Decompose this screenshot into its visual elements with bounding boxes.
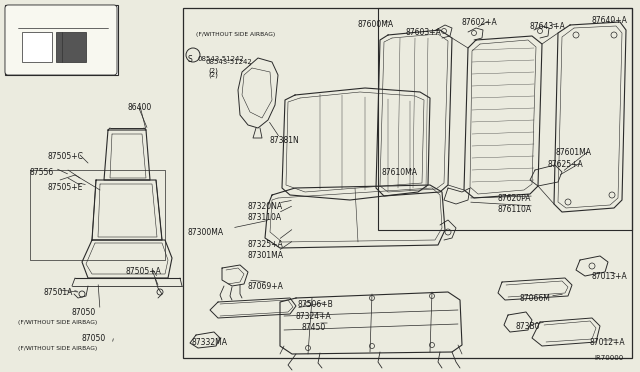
Bar: [183, 8, 632, 358]
Text: 87643+A: 87643+A: [530, 22, 566, 31]
Text: (F/WITHOUT SIDE AIRBAG): (F/WITHOUT SIDE AIRBAG): [196, 32, 275, 37]
Bar: [56, 32, 86, 62]
Text: 87320NA: 87320NA: [248, 202, 283, 211]
Text: IR70000: IR70000: [594, 355, 623, 361]
Text: 87505+A: 87505+A: [126, 267, 162, 276]
Text: 86400: 86400: [128, 103, 152, 112]
Text: 87640+A: 87640+A: [591, 16, 627, 25]
Bar: [22, 32, 52, 62]
Text: 87625+A: 87625+A: [548, 160, 584, 169]
Text: 873110A: 873110A: [248, 213, 282, 222]
Text: 87066M: 87066M: [520, 294, 551, 303]
Text: (2): (2): [208, 72, 218, 78]
Text: 87601MA: 87601MA: [556, 148, 592, 157]
Text: 87332MA: 87332MA: [192, 338, 228, 347]
Text: 87300MA: 87300MA: [188, 228, 224, 237]
FancyBboxPatch shape: [5, 5, 117, 75]
Text: 876110A: 876110A: [498, 205, 532, 214]
Bar: [5, 5, 118, 75]
Text: 87325+A: 87325+A: [248, 240, 284, 249]
Text: 08543-51242: 08543-51242: [198, 56, 244, 62]
Text: 87012+A: 87012+A: [590, 338, 626, 347]
Text: 87050: 87050: [81, 334, 105, 343]
Text: 87069+A: 87069+A: [248, 282, 284, 291]
Text: 87450: 87450: [302, 323, 326, 332]
Text: (F/WITHOUT SIDE AIRBAG): (F/WITHOUT SIDE AIRBAG): [18, 320, 97, 325]
Text: (F/WITHOUT SIDE AIRBAG): (F/WITHOUT SIDE AIRBAG): [18, 346, 97, 351]
Bar: [378, 8, 632, 230]
Text: 87505+E: 87505+E: [47, 183, 83, 192]
Text: 87301MA: 87301MA: [248, 251, 284, 260]
Text: 87324+A: 87324+A: [296, 312, 332, 321]
Text: 87013+A: 87013+A: [591, 272, 627, 281]
Text: 87501A: 87501A: [43, 288, 72, 297]
Text: (2): (2): [208, 68, 218, 74]
Text: 87505+C: 87505+C: [47, 152, 83, 161]
Text: 87602+A: 87602+A: [462, 18, 498, 27]
Text: 87506+B: 87506+B: [298, 300, 333, 309]
Text: 08543-51242: 08543-51242: [205, 59, 252, 65]
Text: 87050: 87050: [72, 308, 96, 317]
Text: 87610MA: 87610MA: [381, 168, 417, 177]
Text: 87556: 87556: [30, 168, 54, 177]
Text: 87600MA: 87600MA: [358, 20, 394, 29]
Text: 87381N: 87381N: [270, 136, 300, 145]
Text: S: S: [188, 55, 193, 64]
Text: 873B0: 873B0: [516, 322, 541, 331]
Text: 87620PA: 87620PA: [498, 194, 531, 203]
Text: 87603+A: 87603+A: [406, 28, 442, 37]
